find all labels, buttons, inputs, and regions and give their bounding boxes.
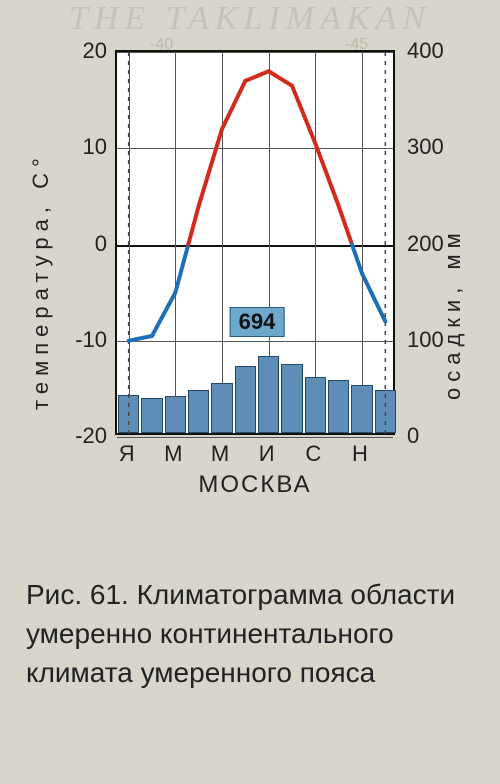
temperature-line-segment xyxy=(199,129,222,206)
temperature-line-segment xyxy=(352,245,362,274)
temperature-line-segment xyxy=(129,336,152,341)
grid-line-horizontal xyxy=(117,437,393,438)
precip-tick-label: 100 xyxy=(407,327,467,353)
temp-tick-label: 10 xyxy=(57,134,107,160)
month-label: Н xyxy=(348,441,372,467)
temperature-line-segment xyxy=(152,293,175,336)
temperature-line-segment xyxy=(245,71,268,81)
temperature-line-segment xyxy=(292,86,315,144)
temperature-line-segment xyxy=(269,71,292,85)
precip-tick-label: 300 xyxy=(407,134,467,160)
temperature-curve-layer xyxy=(117,52,397,437)
month-label: С xyxy=(301,441,325,467)
temperature-line-segment xyxy=(222,81,245,129)
precip-tick-label: 400 xyxy=(407,38,467,64)
month-label: И xyxy=(255,441,279,467)
precip-tick-label: 200 xyxy=(407,231,467,257)
month-label: М xyxy=(161,441,185,467)
temp-tick-label: -10 xyxy=(57,327,107,353)
figure-caption: Рис. 61. Климатограмма области умеренно … xyxy=(26,575,480,693)
month-label: Я xyxy=(115,441,139,467)
temp-tick-label: 20 xyxy=(57,38,107,64)
precip-tick-label: 0 xyxy=(407,423,467,449)
temperature-line-segment xyxy=(362,273,385,321)
temp-tick-label: 0 xyxy=(57,231,107,257)
caption-prefix: Рис. 61. xyxy=(26,579,137,610)
plot-area: 694 xyxy=(115,50,395,435)
month-label: М xyxy=(208,441,232,467)
temperature-axis-title: температура, С° xyxy=(28,70,54,410)
city-label: МОСКВА xyxy=(115,471,395,499)
page: THE TAKLIMAKAN -40 -45 температура, С° о… xyxy=(0,0,500,784)
temperature-line-segment xyxy=(175,245,188,293)
temperature-line-segment xyxy=(339,206,352,245)
temperature-line-segment xyxy=(188,206,198,245)
annual-precip-badge: 694 xyxy=(230,307,285,337)
temp-tick-label: -20 xyxy=(57,423,107,449)
temperature-line-segment xyxy=(315,143,338,206)
climograph-chart: температура, С° осадки, мм 694 20100-10-… xyxy=(20,30,480,550)
